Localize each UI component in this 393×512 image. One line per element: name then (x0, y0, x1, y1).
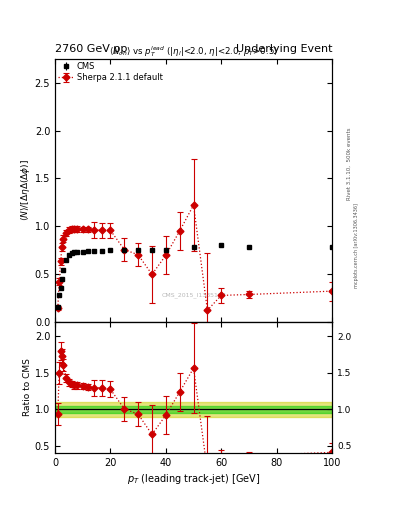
Bar (55, 406, 332, 413)
Text: 2760 GeV pp: 2760 GeV pp (55, 44, 127, 54)
Text: CMS_2015_I1385107: CMS_2015_I1385107 (161, 292, 226, 298)
Bar (55, 402, 332, 417)
Title: $\langle N_{ch}\rangle$ vs $p_T^{lead}$ ($|\eta_l|$<2.0, $\eta$|<2.0, $p_T$>0.5): $\langle N_{ch}\rangle$ vs $p_T^{lead}$ … (109, 44, 278, 59)
Text: mcplots.cern.ch [arXiv:1306.3436]: mcplots.cern.ch [arXiv:1306.3436] (354, 203, 359, 288)
Text: Rivet 3.1.10,  500k events: Rivet 3.1.10, 500k events (347, 127, 352, 200)
Y-axis label: $\langle N\rangle/[\Delta\eta\Delta(\Delta\phi)]$: $\langle N\rangle/[\Delta\eta\Delta(\Del… (19, 159, 32, 221)
Y-axis label: Ratio to CMS: Ratio to CMS (23, 358, 32, 416)
Text: Underlying Event: Underlying Event (235, 44, 332, 54)
Legend: CMS, Sherpa 2.1.1 default: CMS, Sherpa 2.1.1 default (57, 60, 164, 84)
X-axis label: $p_T$ (leading track-jet) [GeV]: $p_T$ (leading track-jet) [GeV] (127, 472, 260, 486)
